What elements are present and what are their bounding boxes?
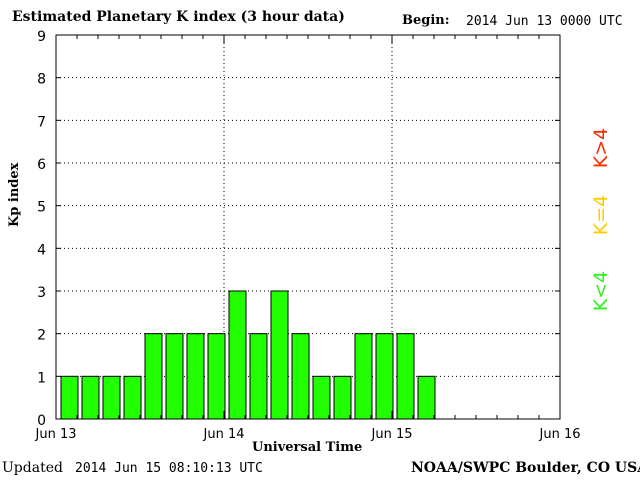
kp-bar bbox=[396, 333, 415, 420]
y-tick-label: 1 bbox=[37, 370, 46, 386]
k-legend: K>4 K=4 K<4 bbox=[590, 128, 612, 311]
updated-value: 2014 Jun 15 08:10:13 UTC bbox=[75, 461, 263, 476]
kp-bar bbox=[207, 333, 226, 420]
kp-bar bbox=[249, 333, 268, 420]
y-tick-label: 8 bbox=[37, 72, 46, 88]
x-tick-label: Jun 16 bbox=[539, 427, 581, 442]
x-tick-label: Jun 14 bbox=[203, 427, 245, 442]
kp-bar bbox=[333, 375, 352, 420]
kp-bar bbox=[354, 333, 373, 420]
kp-bar bbox=[291, 333, 310, 420]
x-axis-ticks: Jun 13 Jun 14 Jun 15 Jun 16 bbox=[35, 35, 581, 442]
kp-bar bbox=[144, 333, 163, 420]
begin-value: 2014 Jun 13 0000 UTC bbox=[466, 14, 623, 29]
y-tick-label: 6 bbox=[37, 157, 46, 173]
x-tick-label: Jun 13 bbox=[35, 427, 77, 442]
y-tick-label: 9 bbox=[37, 29, 46, 45]
y-tick-label: 4 bbox=[37, 242, 46, 258]
kp-bar bbox=[270, 290, 289, 420]
kp-bar bbox=[165, 333, 184, 420]
y-tick-label: 3 bbox=[37, 285, 46, 301]
kp-bar bbox=[417, 375, 436, 420]
credit-text: NOAA/SWPC Boulder, CO USA bbox=[411, 460, 640, 476]
y-tick-label: 0 bbox=[37, 413, 46, 429]
legend-k-greater: K>4 bbox=[590, 128, 612, 168]
begin-label: Begin: bbox=[402, 13, 450, 28]
chart-bars bbox=[60, 290, 436, 420]
x-tick-label: Jun 15 bbox=[371, 427, 413, 442]
kp-bar bbox=[312, 375, 331, 420]
chart-title: Estimated Planetary K index (3 hour data… bbox=[12, 9, 345, 25]
y-tick-label: 5 bbox=[37, 200, 46, 216]
y-tick-label: 7 bbox=[37, 114, 46, 130]
kp-bar bbox=[375, 333, 394, 420]
kp-bar bbox=[102, 375, 121, 420]
kp-bar bbox=[123, 375, 142, 420]
y-axis-label: Kp index bbox=[7, 162, 22, 227]
y-tick-label: 2 bbox=[37, 328, 46, 344]
updated-label: Updated bbox=[2, 460, 63, 476]
kp-bar bbox=[228, 290, 247, 420]
x-axis-label: Universal Time bbox=[252, 440, 363, 455]
kp-bar bbox=[60, 375, 79, 420]
kp-bar bbox=[186, 333, 205, 420]
legend-k-less: K<4 bbox=[590, 271, 612, 311]
y-axis-ticks: 0 1 2 3 4 5 6 7 8 9 bbox=[37, 29, 560, 429]
legend-k-equal: K=4 bbox=[590, 195, 612, 235]
kp-bar bbox=[81, 375, 100, 420]
